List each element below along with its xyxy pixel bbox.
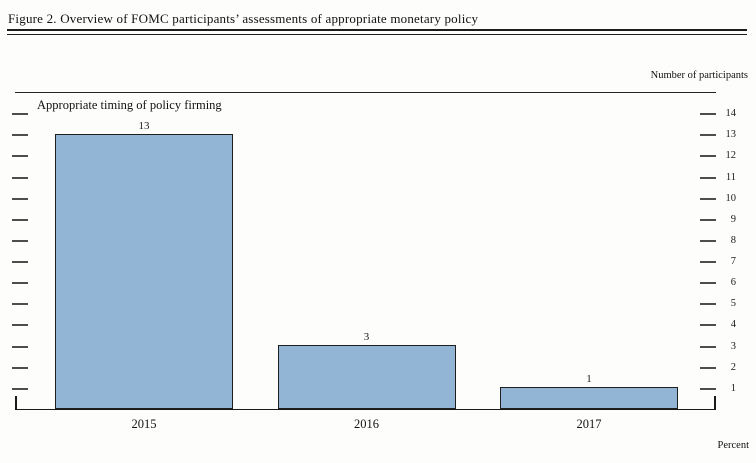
bar-value-label-2017: 1 (586, 373, 592, 386)
y-axis-tick-right-6 (700, 282, 716, 285)
y-axis-tick-left-11 (12, 176, 28, 179)
y-axis-tick-label-12: 12 (725, 150, 737, 162)
y-axis-tick-left-13 (12, 134, 28, 137)
y-axis-tick-label-4: 4 (730, 319, 736, 331)
bar-2016 (277, 345, 456, 409)
y-axis-tick-right-1 (700, 387, 716, 390)
y-axis-tick-left-2 (12, 366, 28, 369)
y-axis-tick-right-5 (700, 303, 716, 306)
y-axis-tick-left-10 (12, 197, 28, 200)
y-axis-tick-right-3 (700, 345, 716, 348)
y-axis-tick-label-10: 10 (725, 192, 737, 204)
y-axis-tick-label-7: 7 (730, 256, 736, 268)
y-axis-tick-left-5 (12, 303, 28, 306)
y-axis-tick-right-4 (700, 324, 716, 327)
y-axis-tick-right-10 (700, 197, 716, 200)
y-axis-tick-left-7 (12, 261, 28, 264)
y-axis-tick-left-12 (12, 155, 28, 158)
y-axis-tick-right-13 (700, 134, 716, 137)
y-axis-tick-right-2 (700, 366, 716, 369)
x-axis-label-2017: 2017 (576, 417, 602, 431)
chart-title: Appropriate timing of policy firming (37, 98, 222, 112)
y-axis-tick-label-9: 9 (730, 213, 736, 225)
y-axis-tick-right-9 (700, 218, 716, 221)
y-axis-tick-label-1: 1 (730, 382, 736, 394)
y-axis-tick-label-3: 3 (730, 340, 736, 352)
y-axis-tick-right-7 (700, 261, 716, 264)
bar-2015 (55, 133, 233, 409)
right-axis-unit-label: Number of participants (650, 70, 748, 81)
y-axis-tick-label-8: 8 (730, 234, 736, 246)
y-axis-tick-right-11 (700, 176, 716, 179)
y-axis-tick-right-14 (700, 113, 716, 116)
y-axis-tick-left-3 (12, 345, 28, 348)
y-axis-tick-label-2: 2 (730, 361, 736, 373)
bar-value-label-2015: 13 (138, 119, 150, 132)
y-axis-tick-label-14: 14 (725, 108, 737, 120)
figure-title: Figure 2. Overview of FOMC participants’… (8, 11, 479, 26)
y-axis-tick-right-8 (700, 239, 716, 242)
x-axis-label-2016: 2016 (354, 417, 379, 431)
y-axis-tick-left-1 (12, 387, 28, 390)
y-axis-tick-left-9 (12, 218, 28, 221)
x-axis-right-endcap (714, 396, 716, 410)
y-axis-tick-label-11: 11 (725, 171, 736, 183)
y-axis-tick-label-13: 13 (725, 129, 737, 141)
x-axis-left-endcap (15, 396, 17, 410)
bar-2017 (500, 387, 678, 409)
y-axis-tick-left-4 (12, 324, 28, 327)
title-divider-rule (7, 29, 747, 35)
y-axis-tick-right-12 (700, 155, 716, 158)
x-axis-label-2015: 2015 (131, 417, 157, 431)
y-axis-tick-left-8 (12, 239, 28, 242)
bottom-right-unit-label: Percent (717, 440, 750, 451)
x-axis-line (15, 408, 716, 410)
y-axis-tick-label-6: 6 (730, 277, 736, 289)
y-axis-tick-label-5: 5 (730, 298, 736, 310)
y-axis-tick-left-14 (12, 113, 28, 116)
bar-value-label-2016: 3 (363, 331, 370, 344)
y-axis-tick-left-6 (12, 282, 28, 285)
